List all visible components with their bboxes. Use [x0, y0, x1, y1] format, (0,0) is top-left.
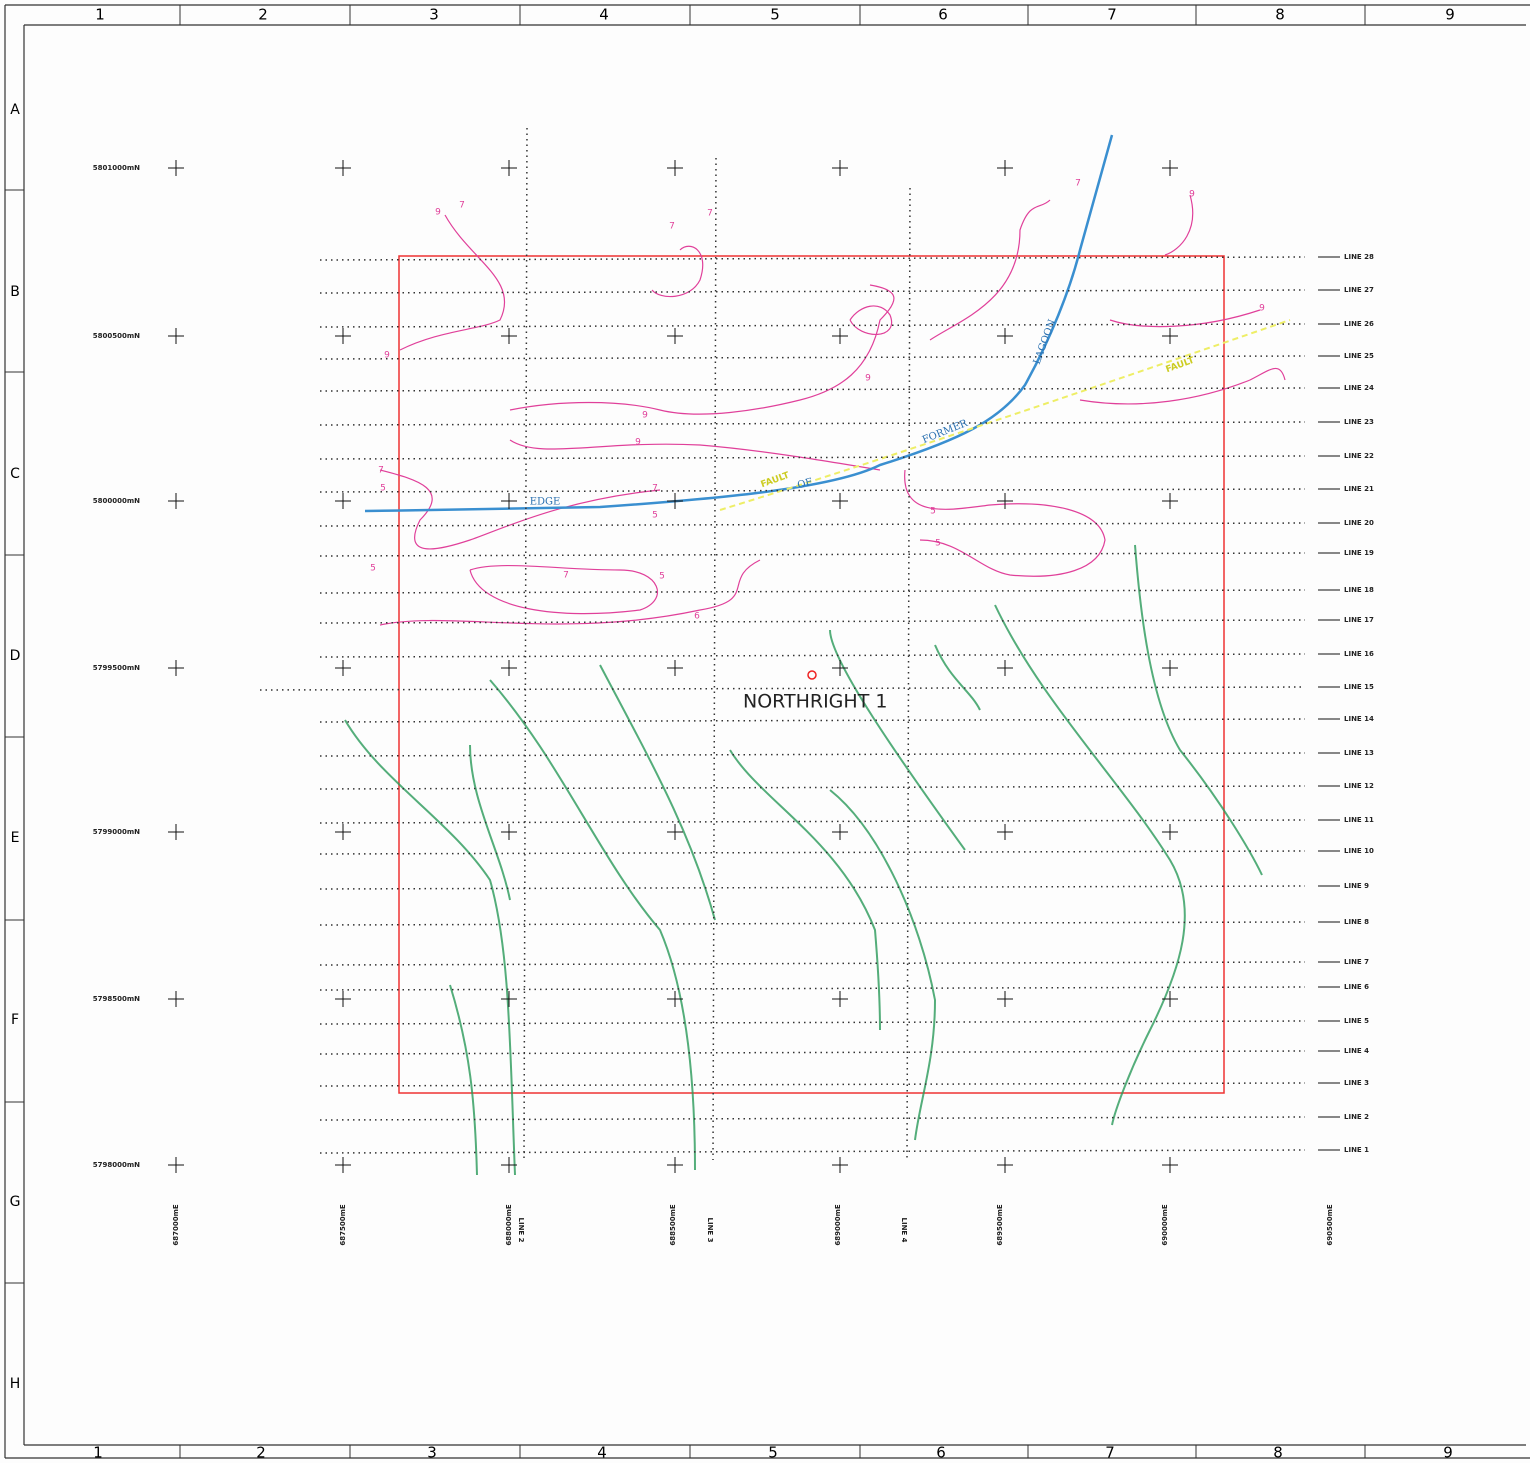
easting-label: 688000mE	[505, 1204, 513, 1246]
column-label: 1	[93, 1444, 103, 1462]
easting-label: 688500mE	[669, 1204, 677, 1246]
cross-line-label: LINE 3	[706, 1217, 714, 1242]
line-label: LINE 16	[1344, 650, 1374, 658]
line-label: LINE 13	[1344, 749, 1374, 757]
line-label: LINE 18	[1344, 586, 1374, 594]
row-label: F	[11, 1012, 19, 1028]
line-label: LINE 23	[1344, 418, 1374, 426]
column-label: 4	[599, 6, 609, 24]
northing-label: 5798500mN	[93, 995, 140, 1003]
line-label: LINE 28	[1344, 253, 1374, 261]
contour-label: 9	[384, 351, 390, 361]
column-label: 6	[936, 1444, 946, 1462]
contour-label: 5	[935, 539, 941, 549]
column-label: 5	[770, 6, 780, 24]
contour-label: 5	[930, 507, 936, 517]
contour-label: 9	[1189, 190, 1195, 200]
column-label: 2	[258, 6, 268, 24]
contour-label: 9	[1259, 304, 1265, 314]
contour-label: 7	[1075, 179, 1081, 189]
column-label: 1	[95, 6, 105, 24]
contour-label: 7	[707, 209, 713, 219]
northing-label: 5798000mN	[93, 1161, 140, 1169]
column-label: 3	[427, 1444, 437, 1462]
column-label: 3	[429, 6, 439, 24]
northing-label: 5800500mN	[93, 332, 140, 340]
row-label: A	[10, 102, 20, 118]
line-label: LINE 5	[1344, 1017, 1369, 1025]
contour-label: 5	[659, 572, 665, 582]
row-label: D	[10, 648, 21, 664]
line-label: LINE 3	[1344, 1079, 1369, 1087]
row-label: H	[10, 1376, 21, 1392]
contour-label: 9	[435, 208, 441, 218]
contour-label: 5	[380, 484, 386, 494]
background	[0, 0, 1530, 1463]
contour-label: 7	[378, 466, 384, 476]
easting-label: 687000mE	[172, 1204, 180, 1246]
line-label: LINE 24	[1344, 384, 1374, 392]
column-label: 9	[1443, 1444, 1453, 1462]
line-label: LINE 1	[1344, 1146, 1369, 1154]
line-label: LINE 12	[1344, 782, 1374, 790]
row-label: G	[10, 1194, 21, 1210]
northing-label: 5800000mN	[93, 497, 140, 505]
line-label: LINE 19	[1344, 549, 1374, 557]
line-label: LINE 26	[1344, 320, 1374, 328]
contour-label: 7	[652, 484, 658, 494]
line-label: LINE 21	[1344, 485, 1374, 493]
contour-label: 9	[635, 438, 641, 448]
easting-label: 689000mE	[834, 1204, 842, 1246]
easting-label: 690500mE	[1326, 1204, 1334, 1246]
contour-label: 7	[669, 222, 675, 232]
northing-label: 5801000mN	[93, 164, 140, 172]
line-label: LINE 2	[1344, 1113, 1369, 1121]
line-label: LINE 9	[1344, 882, 1369, 890]
column-label: 7	[1107, 6, 1117, 24]
line-label: LINE 4	[1344, 1047, 1369, 1055]
row-label: B	[10, 284, 20, 300]
line-label: LINE 25	[1344, 352, 1374, 360]
easting-label: 690000mE	[1161, 1204, 1169, 1246]
well-name: NORTHRIGHT 1	[743, 691, 887, 713]
column-label: 8	[1275, 6, 1285, 24]
line-label: LINE 7	[1344, 958, 1369, 966]
contour-label: 7	[563, 571, 569, 581]
line-label: LINE 17	[1344, 616, 1374, 624]
line-label: LINE 20	[1344, 519, 1374, 527]
contour-label: 7	[459, 201, 465, 211]
contour-label: 5	[370, 564, 376, 574]
line-label: LINE 22	[1344, 452, 1374, 460]
contour-label: 6	[694, 612, 700, 622]
line-label: LINE 14	[1344, 715, 1374, 723]
northing-label: 5799000mN	[93, 828, 140, 836]
column-label: 2	[256, 1444, 266, 1462]
lagoon-label: EDGE	[530, 497, 561, 508]
column-label: 5	[768, 1444, 778, 1462]
row-label: C	[10, 466, 20, 482]
line-label: LINE 6	[1344, 983, 1369, 991]
contour-label: 9	[642, 411, 648, 421]
line-label: LINE 10	[1344, 847, 1374, 855]
line-label: LINE 11	[1344, 816, 1374, 824]
easting-label: 689500mE	[996, 1204, 1004, 1246]
map-sheet: 1 2 3 4 5 6 7 8 9 1 2 3 4 5 6 7 8 9 A B C D E F G H 5801000mN 58005…	[0, 0, 1530, 1463]
line-label: LINE 8	[1344, 918, 1369, 926]
row-label: E	[11, 830, 20, 846]
contour-label: 9	[865, 374, 871, 384]
column-label: 7	[1105, 1444, 1115, 1462]
cross-line-label: LINE 2	[517, 1217, 525, 1242]
column-label: 9	[1445, 6, 1455, 24]
easting-label: 687500mE	[339, 1204, 347, 1246]
cross-line-label: LINE 4	[900, 1217, 908, 1242]
contour-label: 5	[652, 511, 658, 521]
column-label: 4	[597, 1444, 607, 1462]
line-label: LINE 27	[1344, 286, 1374, 294]
column-label: 8	[1273, 1444, 1283, 1462]
northing-label: 5799500mN	[93, 664, 140, 672]
column-label: 6	[938, 6, 948, 24]
line-label: LINE 15	[1344, 683, 1374, 691]
